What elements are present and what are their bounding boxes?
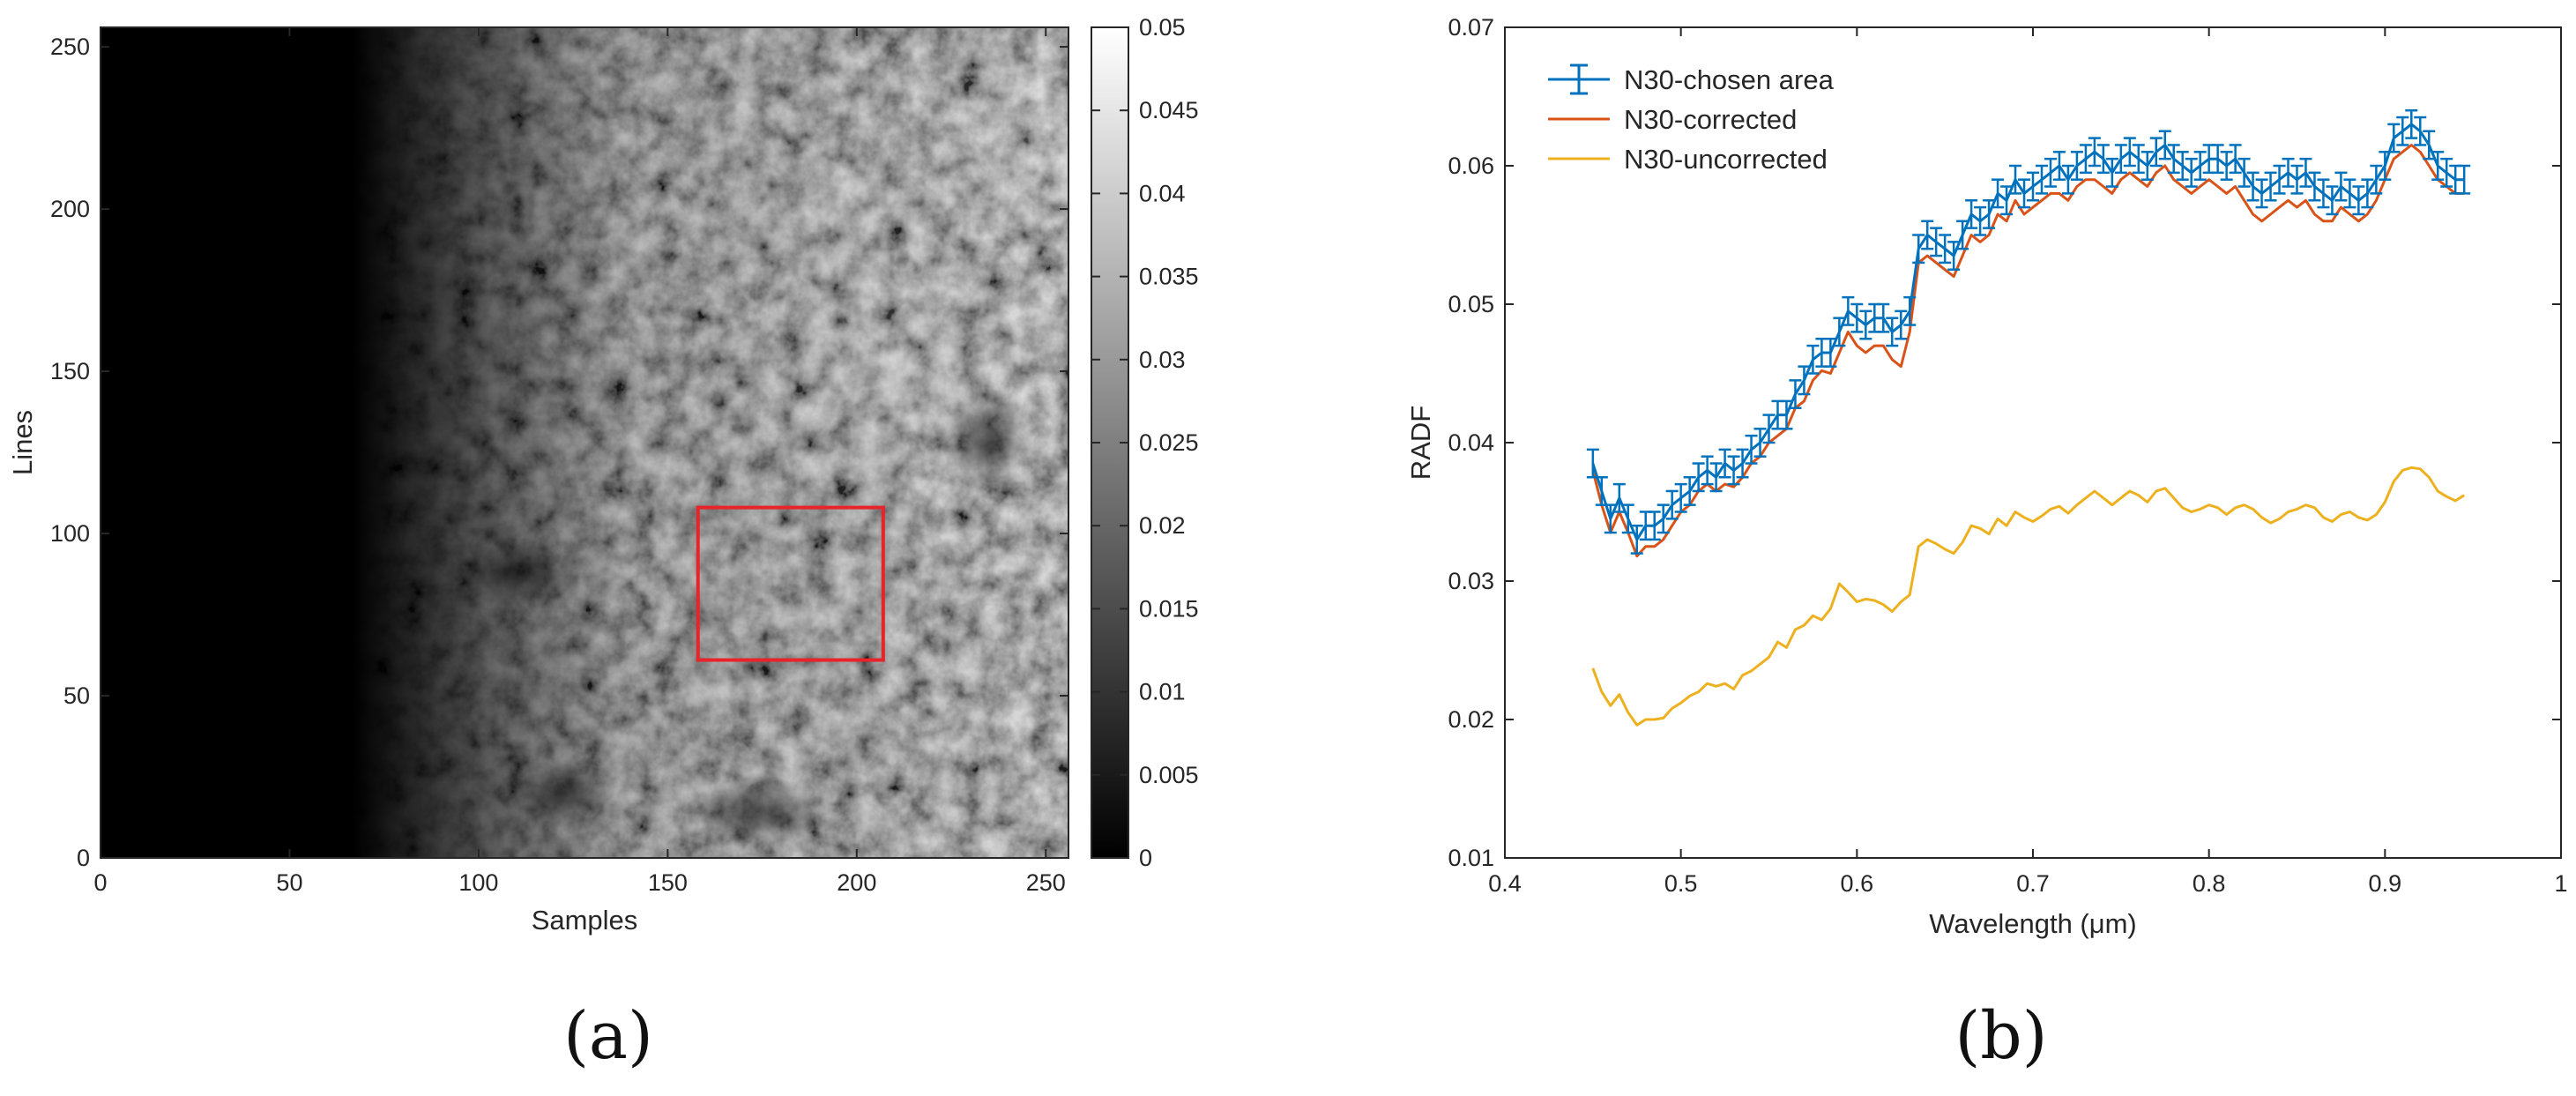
- line-xtick-label-5: 0.9: [2369, 870, 2402, 897]
- heatmap-ticks: 0 50 100 150 200 250 0 50 100 150 200 250: [50, 27, 1068, 896]
- heatmap-xlabel: Samples: [532, 905, 638, 936]
- legend-entry-chosen-area: N30-chosen area: [1548, 63, 1835, 95]
- series-line-2: [1591, 466, 2465, 727]
- series-line-1: [1591, 144, 2465, 558]
- heatmap-ytick-label-0: 0: [77, 845, 90, 871]
- line-ytick-label-4: 0.05: [1448, 291, 1494, 317]
- panel-label-b: (b): [1954, 998, 2047, 1074]
- line-chart-panel: 0.4 0.5 0.6 0.7 0.8 0.9 1 0.01 0.02 0.03 0.04 0.05 0…: [1405, 14, 2568, 1074]
- series-line-0: [1591, 123, 2465, 541]
- line-ytick-label-5: 0.06: [1448, 153, 1494, 179]
- heatmap-image: [101, 27, 1068, 858]
- colorbar-tick-label-5: 0.025: [1139, 429, 1199, 456]
- legend: N30-chosen area N30-corrected N30-uncorr…: [1548, 63, 1835, 175]
- colorbar-tick-label-4: 0.02: [1139, 512, 1186, 539]
- colorbar-tick-label-9: 0.045: [1139, 97, 1199, 123]
- line-ticks: 0.4 0.5 0.6 0.7 0.8 0.9 1 0.01 0.02 0.03 0.04 0.05 0…: [1448, 14, 2567, 897]
- heatmap-ytick-label-5: 250: [50, 34, 90, 60]
- legend-label-uncorrected: N30-uncorrected: [1624, 144, 1828, 175]
- line-ytick-label-2: 0.03: [1448, 568, 1494, 594]
- colorbar-tick-label-7: 0.035: [1139, 264, 1199, 290]
- legend-label-corrected: N30-corrected: [1624, 104, 1797, 135]
- heatmap-ytick-label-4: 200: [50, 196, 90, 222]
- colorbar-tick-label-3: 0.015: [1139, 595, 1199, 622]
- line-xtick-label-2: 0.6: [1841, 870, 1874, 897]
- heatmap-ytick-label-3: 150: [50, 358, 90, 384]
- line-ytick-label-6: 0.07: [1448, 14, 1494, 41]
- line-ytick-label-1: 0.02: [1448, 706, 1494, 733]
- heatmap-ytick-label-2: 100: [50, 520, 90, 547]
- line-ytick-label-3: 0.04: [1448, 429, 1494, 456]
- legend-entry-uncorrected: N30-uncorrected: [1548, 144, 1828, 175]
- colorbar-tick-label-0: 0: [1139, 845, 1152, 871]
- heatmap-xtick-label-2: 100: [458, 869, 498, 896]
- line-xtick-label-3: 0.7: [2016, 870, 2050, 897]
- line-xtick-label-0: 0.4: [1488, 870, 1522, 897]
- line-xtick-label-6: 1: [2554, 870, 2567, 897]
- line-ylabel: RADF: [1405, 406, 1436, 480]
- colorbar-ticks: 0 0.005 0.01 0.015 0.02 0.025 0.03 0.035 0.04 0.0…: [1091, 14, 1199, 871]
- line-xtick-label-4: 0.8: [2193, 870, 2226, 897]
- heatmap-xtick-label-3: 150: [648, 869, 688, 896]
- colorbar-tick-label-2: 0.01: [1139, 679, 1186, 705]
- legend-entry-corrected: N30-corrected: [1548, 104, 1797, 135]
- heatmap-axes-box: [100, 26, 1069, 859]
- series-layer: [1586, 108, 2471, 727]
- line-xlabel: Wavelength (μm): [1929, 908, 2137, 939]
- heatmap-ytick-label-1: 50: [63, 682, 90, 709]
- heatmap-xtick-label-0: 0: [93, 869, 107, 896]
- colorbar-tick-label-10: 0.05: [1139, 14, 1186, 41]
- colorbar-tick-label-1: 0.005: [1139, 762, 1199, 788]
- heatmap-xtick-label-4: 200: [837, 869, 876, 896]
- heatmap-panel: 0 50 100 150 200 250 0 50 100 150 200 250 Samples L…: [7, 14, 1199, 1074]
- heatmap-ylabel: Lines: [7, 410, 38, 475]
- highlight-region-rect: [696, 505, 885, 662]
- colorbar-tick-label-6: 0.03: [1139, 347, 1186, 373]
- legend-label-chosen-area: N30-chosen area: [1624, 64, 1835, 95]
- line-xtick-label-1: 0.5: [1664, 870, 1698, 897]
- panel-label-a: (a): [563, 998, 653, 1074]
- heatmap-xtick-label-5: 250: [1026, 869, 1066, 896]
- heatmap-xtick-label-1: 50: [276, 869, 302, 896]
- line-ytick-label-0: 0.01: [1448, 845, 1494, 871]
- colorbar-tick-label-8: 0.04: [1139, 180, 1186, 206]
